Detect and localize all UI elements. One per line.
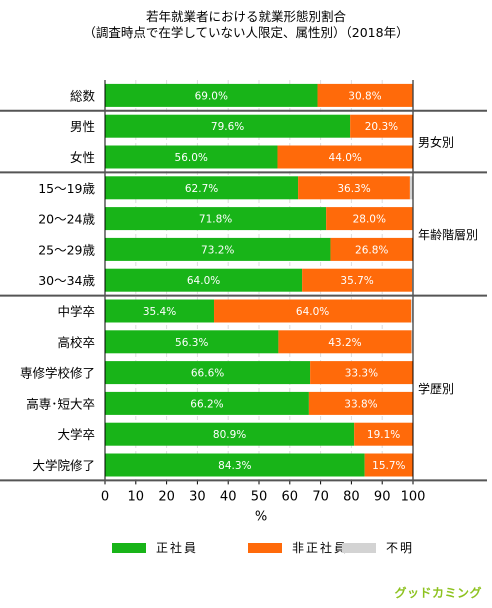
bar-segment — [105, 114, 351, 138]
data-label: 35.4% — [143, 306, 176, 318]
data-label: 28.0% — [353, 214, 386, 226]
group-label: 男女別 — [418, 135, 454, 150]
category-label: 大学院修了 — [32, 458, 95, 473]
data-label: 35.7% — [340, 275, 373, 287]
bar-segment — [105, 361, 311, 385]
bar-segment — [411, 330, 413, 354]
data-label: 56.0% — [175, 152, 208, 164]
bar-segment — [302, 268, 413, 292]
bar-segment — [308, 391, 413, 415]
bar-segment — [298, 176, 410, 200]
group-label: 年齢階層別 — [418, 227, 478, 242]
data-label: 80.9% — [213, 429, 246, 441]
data-label: 36.3% — [337, 183, 370, 195]
data-label: 43.2% — [328, 337, 361, 349]
bar-segment — [317, 83, 413, 107]
category-label: 高専･短大卒 — [26, 396, 95, 411]
x-tick-label: 0 — [101, 489, 109, 504]
chart-title: 若年就業者における就業形態別割合 — [145, 9, 346, 24]
x-tick-label: 80 — [343, 489, 360, 504]
bar-segment — [411, 299, 413, 323]
bar-segment — [105, 330, 279, 354]
bar-segment — [105, 207, 327, 231]
bar-segment — [105, 453, 365, 477]
legend-label: 正社員 — [156, 541, 199, 555]
data-label: 30.8% — [348, 90, 381, 102]
bar-segment — [350, 114, 413, 138]
category-label: 20～24歳 — [38, 212, 95, 227]
bar-segment — [277, 145, 413, 169]
data-label: 71.8% — [199, 214, 232, 226]
bar-segment — [105, 391, 309, 415]
data-label: 56.3% — [175, 337, 208, 349]
bar-segment — [105, 83, 318, 107]
data-label: 69.0% — [195, 90, 228, 102]
legend-swatch — [248, 543, 282, 553]
category-label: 総数 — [70, 88, 96, 103]
bar-segment — [105, 268, 303, 292]
x-tick-label: 70 — [312, 489, 329, 504]
data-label: 20.3% — [365, 121, 398, 133]
bar-segment — [326, 207, 413, 231]
bar-segment — [330, 237, 413, 261]
category-label: 大学卒 — [57, 427, 95, 442]
category-label: 男性 — [70, 119, 95, 134]
bar-segment — [105, 237, 331, 261]
data-label: 44.0% — [329, 152, 362, 164]
category-label: 女性 — [70, 150, 95, 165]
category-label: 25～29歳 — [38, 242, 95, 257]
legend-swatch — [112, 543, 146, 553]
category-label: 専修学校修了 — [20, 366, 95, 381]
x-tick-label: 10 — [128, 489, 145, 504]
x-tick-label: 90 — [374, 489, 391, 504]
data-label: 15.7% — [372, 460, 405, 472]
x-axis-label: % — [255, 509, 267, 524]
legend-swatch — [342, 543, 376, 553]
legend-label: 不明 — [386, 541, 415, 555]
data-label: 73.2% — [201, 244, 234, 256]
data-label: 66.2% — [190, 398, 223, 410]
data-label: 84.3% — [218, 460, 251, 472]
data-label: 26.8% — [355, 244, 388, 256]
x-tick-label: 40 — [220, 489, 237, 504]
bar-segment — [364, 453, 413, 477]
bar-segment — [278, 330, 412, 354]
bar-segment — [310, 361, 413, 385]
data-label: 33.8% — [344, 398, 377, 410]
bar-segment — [105, 299, 215, 323]
bar-segment — [214, 299, 412, 323]
x-tick-label: 50 — [251, 489, 268, 504]
x-tick-label: 30 — [189, 489, 206, 504]
chart-subtitle: （調査時点で在学していない人限定、属性別）（2018年） — [83, 25, 409, 40]
data-label: 33.3% — [345, 368, 378, 380]
bar-segment — [354, 422, 413, 446]
data-label: 19.1% — [367, 429, 400, 441]
data-label: 66.6% — [191, 368, 224, 380]
bar-segment — [105, 145, 278, 169]
category-label: 高校卒 — [57, 335, 95, 350]
data-label: 64.0% — [187, 275, 220, 287]
group-label: 学歴別 — [418, 381, 454, 396]
data-label: 62.7% — [185, 183, 218, 195]
x-tick-label: 100 — [401, 489, 426, 504]
data-label: 64.0% — [296, 306, 329, 318]
x-tick-label: 20 — [158, 489, 175, 504]
category-label: 30～34歳 — [38, 273, 95, 288]
legend-label: 非正社員 — [292, 541, 349, 555]
category-label: 中学卒 — [57, 304, 95, 319]
category-label: 15～19歳 — [38, 181, 95, 196]
x-tick-label: 60 — [282, 489, 299, 504]
bar-segment — [105, 176, 299, 200]
bar-segment — [409, 176, 413, 200]
bar-segment — [105, 422, 355, 446]
brand-logo: グッドカミング — [394, 586, 482, 600]
data-label: 79.6% — [211, 121, 244, 133]
